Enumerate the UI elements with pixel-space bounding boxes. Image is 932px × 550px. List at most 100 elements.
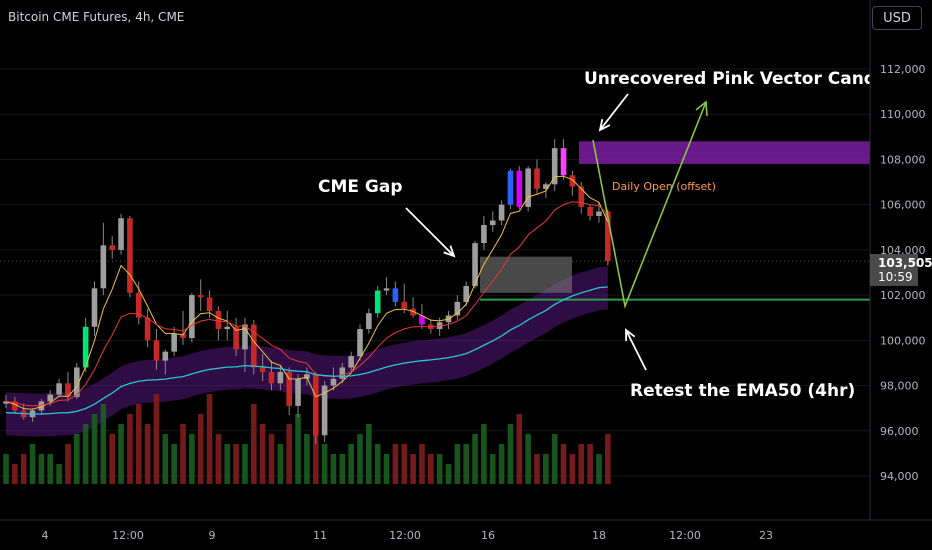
pink-vector-zone (579, 141, 870, 164)
time-axis[interactable]: 4 12:00 9 11 12:00 16 18 12:00 23 (42, 529, 774, 542)
candle-body (233, 326, 239, 350)
candle-body (560, 148, 567, 176)
zones (0, 141, 870, 301)
candle-body (144, 317, 151, 341)
y-tick-label: 104,000 (880, 244, 926, 257)
volume-bar (560, 444, 567, 484)
annotations: Unrecovered Pink Vector Candle CME Gap D… (318, 69, 893, 401)
volume-bar (47, 454, 54, 484)
pink-vector-arrow-head (598, 119, 611, 132)
y-tick-label: 96,000 (880, 425, 919, 438)
candle-body (489, 220, 496, 226)
x-tick-label: 9 (209, 529, 216, 542)
candle-body (215, 310, 222, 330)
volume-bar (197, 414, 204, 484)
candle-body (74, 367, 80, 397)
volume-bar (445, 464, 452, 484)
volume-bar (206, 394, 213, 484)
candle-body (304, 374, 310, 379)
volume-bar (20, 454, 27, 484)
current-price-tag: 103,505 10:59 (870, 254, 932, 286)
volume-bar (74, 434, 80, 484)
volume-bar (605, 434, 611, 484)
volume-bar (268, 434, 275, 484)
volume-bar (348, 444, 354, 484)
candle-body (251, 324, 257, 368)
y-tick-label: 110,000 (880, 108, 926, 121)
volume-bar (127, 414, 133, 484)
ema-fast-line (5, 175, 609, 410)
price-axis[interactable]: 112,000 110,000 108,000 106,000 104,000 102,0… (880, 63, 926, 483)
ema50-line (5, 286, 608, 415)
bar-countdown: 10:59 (878, 270, 913, 284)
candle-body (436, 322, 443, 330)
candle-body (463, 286, 469, 302)
volume-bar (180, 424, 186, 484)
currency-button[interactable]: USD (872, 6, 922, 30)
volume-bar (171, 444, 177, 484)
volume-bar (109, 434, 115, 484)
candle-body (419, 315, 425, 325)
volume-bar (428, 454, 434, 484)
volume-bar (330, 454, 337, 484)
y-tick-label: 112,000 (880, 63, 926, 76)
volume-bar (91, 414, 98, 484)
volume-bar (144, 424, 151, 484)
candle-body (259, 367, 266, 372)
candle-body (578, 186, 585, 207)
candle-body (569, 175, 576, 187)
volume-bar (419, 444, 425, 484)
candle-body (454, 301, 461, 316)
volume-bar (12, 464, 18, 484)
candle-body (242, 324, 248, 350)
x-tick-label: 12:00 (389, 529, 421, 542)
candle-body (82, 326, 89, 368)
volume-bars (3, 394, 611, 484)
candle-body (401, 301, 408, 309)
annotation-cme-gap: CME Gap (318, 177, 403, 197)
volume-bar (578, 444, 585, 484)
volume-bar (472, 434, 478, 484)
candle-body (65, 383, 71, 397)
volume-bar (596, 454, 602, 484)
x-tick-label: 23 (759, 529, 773, 542)
pink-vector-arrow (599, 93, 629, 131)
projection-path (592, 101, 707, 309)
volume-bar (534, 454, 540, 484)
candle-body (295, 378, 301, 406)
candle-body (392, 288, 399, 302)
volume-bar (259, 424, 266, 484)
x-tick-label: 11 (313, 529, 327, 542)
annotation-retest: Retest the EMA50 (4hr) (630, 381, 855, 401)
candle-body (162, 351, 169, 361)
volume-bar (454, 444, 461, 484)
cme-gap-zone (480, 256, 572, 293)
volume-bar (463, 444, 469, 484)
candle-body (348, 356, 354, 368)
candle-body (135, 292, 142, 318)
volume-bar (489, 454, 496, 484)
volume-bar (277, 444, 284, 484)
candle-body (498, 204, 505, 221)
volume-bar (100, 404, 107, 484)
volume-bar (392, 444, 399, 484)
candle-body (472, 243, 478, 287)
candle-body (118, 218, 124, 250)
cme-gap-arrow-head (443, 245, 456, 258)
volume-bar (304, 434, 310, 484)
retest-arrow (625, 329, 647, 371)
volume-bar (516, 414, 523, 484)
candle-body (605, 211, 611, 262)
candle-body (91, 288, 98, 327)
candle-body (543, 184, 549, 189)
candle-body (109, 245, 115, 250)
y-tick-label: 108,000 (880, 153, 926, 166)
candle-body (12, 401, 18, 411)
candle-body (330, 378, 337, 386)
ema-lines (5, 175, 609, 415)
ema-mid-line (5, 201, 609, 407)
candle-body (127, 218, 133, 293)
candle-body (189, 295, 195, 339)
candle-body (321, 385, 328, 436)
